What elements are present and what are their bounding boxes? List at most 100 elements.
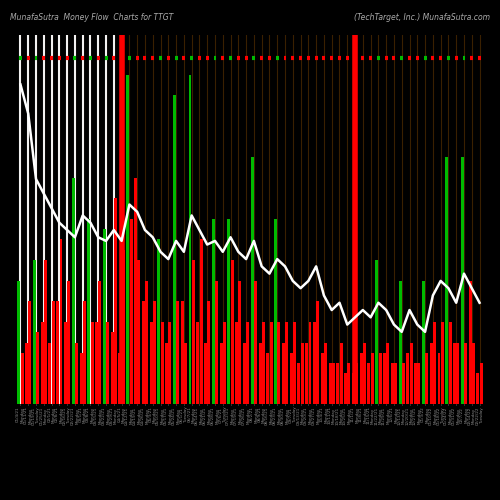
Bar bbox=[18, 280, 20, 404]
Bar bbox=[285, 322, 288, 404]
Bar bbox=[130, 219, 132, 404]
Bar bbox=[344, 374, 347, 404]
Bar bbox=[180, 302, 184, 405]
Bar bbox=[394, 363, 397, 405]
Bar bbox=[363, 342, 366, 404]
Bar bbox=[25, 342, 28, 404]
Bar bbox=[134, 178, 137, 404]
Bar bbox=[391, 363, 394, 405]
Bar bbox=[52, 302, 54, 405]
Bar bbox=[438, 353, 440, 405]
Bar bbox=[376, 260, 378, 404]
Bar bbox=[200, 240, 202, 404]
Bar bbox=[142, 302, 145, 405]
Bar bbox=[75, 342, 78, 404]
Bar bbox=[324, 342, 327, 404]
Text: MunafaSutra  Money Flow  Charts for TTGT: MunafaSutra Money Flow Charts for TTGT bbox=[10, 12, 173, 22]
Bar bbox=[480, 363, 482, 405]
Bar bbox=[196, 322, 200, 404]
Bar bbox=[173, 95, 176, 404]
Bar bbox=[192, 260, 195, 404]
Bar bbox=[456, 342, 460, 404]
Bar bbox=[251, 157, 254, 404]
Bar bbox=[83, 302, 86, 405]
Bar bbox=[56, 302, 59, 405]
Bar bbox=[371, 353, 374, 405]
Bar bbox=[468, 280, 471, 404]
Bar bbox=[332, 363, 335, 405]
Bar bbox=[64, 322, 67, 404]
Bar bbox=[106, 322, 109, 404]
Bar bbox=[48, 342, 51, 404]
Bar bbox=[188, 74, 192, 404]
Bar bbox=[230, 260, 234, 404]
Bar bbox=[145, 280, 148, 404]
Bar bbox=[461, 157, 464, 404]
Bar bbox=[340, 342, 342, 404]
Bar bbox=[110, 332, 114, 404]
Bar bbox=[220, 342, 222, 404]
Bar bbox=[118, 353, 122, 405]
Bar bbox=[28, 302, 32, 405]
Bar bbox=[418, 363, 420, 405]
Bar bbox=[160, 322, 164, 404]
Bar bbox=[238, 280, 242, 404]
Bar bbox=[223, 322, 226, 404]
Bar bbox=[68, 280, 70, 404]
Bar bbox=[398, 280, 402, 404]
Bar bbox=[44, 260, 47, 404]
Bar bbox=[270, 322, 272, 404]
Bar bbox=[336, 363, 340, 405]
Bar bbox=[95, 322, 98, 404]
Bar bbox=[402, 363, 405, 405]
Bar bbox=[150, 322, 152, 404]
Bar bbox=[422, 280, 425, 404]
Bar bbox=[430, 342, 432, 404]
Bar bbox=[72, 178, 75, 404]
Bar bbox=[446, 157, 448, 404]
Bar bbox=[282, 342, 285, 404]
Bar bbox=[228, 219, 230, 404]
Bar bbox=[235, 322, 238, 404]
Bar bbox=[168, 322, 172, 404]
Bar bbox=[410, 342, 412, 404]
Bar bbox=[215, 280, 218, 404]
Bar bbox=[98, 280, 102, 404]
Bar bbox=[378, 353, 382, 405]
Bar bbox=[278, 322, 280, 404]
Bar bbox=[300, 342, 304, 404]
Bar bbox=[355, 363, 358, 405]
Bar bbox=[88, 219, 90, 404]
Bar bbox=[305, 342, 308, 404]
Bar bbox=[254, 280, 257, 404]
Bar bbox=[114, 198, 117, 404]
Bar bbox=[266, 353, 270, 405]
Bar bbox=[126, 74, 129, 404]
Bar bbox=[293, 322, 296, 404]
Bar bbox=[298, 363, 300, 405]
Bar bbox=[453, 342, 456, 404]
Bar bbox=[290, 353, 292, 405]
Bar bbox=[243, 342, 246, 404]
Bar bbox=[383, 353, 386, 405]
Bar bbox=[433, 322, 436, 404]
Bar bbox=[328, 363, 332, 405]
Bar bbox=[176, 302, 179, 405]
Bar bbox=[448, 322, 452, 404]
Bar bbox=[464, 342, 467, 404]
Bar bbox=[425, 353, 428, 405]
Bar bbox=[414, 363, 417, 405]
Bar bbox=[348, 363, 350, 405]
Bar bbox=[165, 342, 168, 404]
Bar bbox=[321, 353, 324, 405]
Bar bbox=[476, 374, 480, 404]
Bar bbox=[20, 353, 24, 405]
Bar bbox=[204, 342, 207, 404]
Bar bbox=[33, 260, 36, 404]
Bar bbox=[212, 219, 215, 404]
Bar bbox=[60, 240, 62, 404]
Bar bbox=[262, 322, 265, 404]
Bar bbox=[352, 374, 355, 404]
Bar bbox=[274, 219, 277, 404]
Bar bbox=[441, 322, 444, 404]
